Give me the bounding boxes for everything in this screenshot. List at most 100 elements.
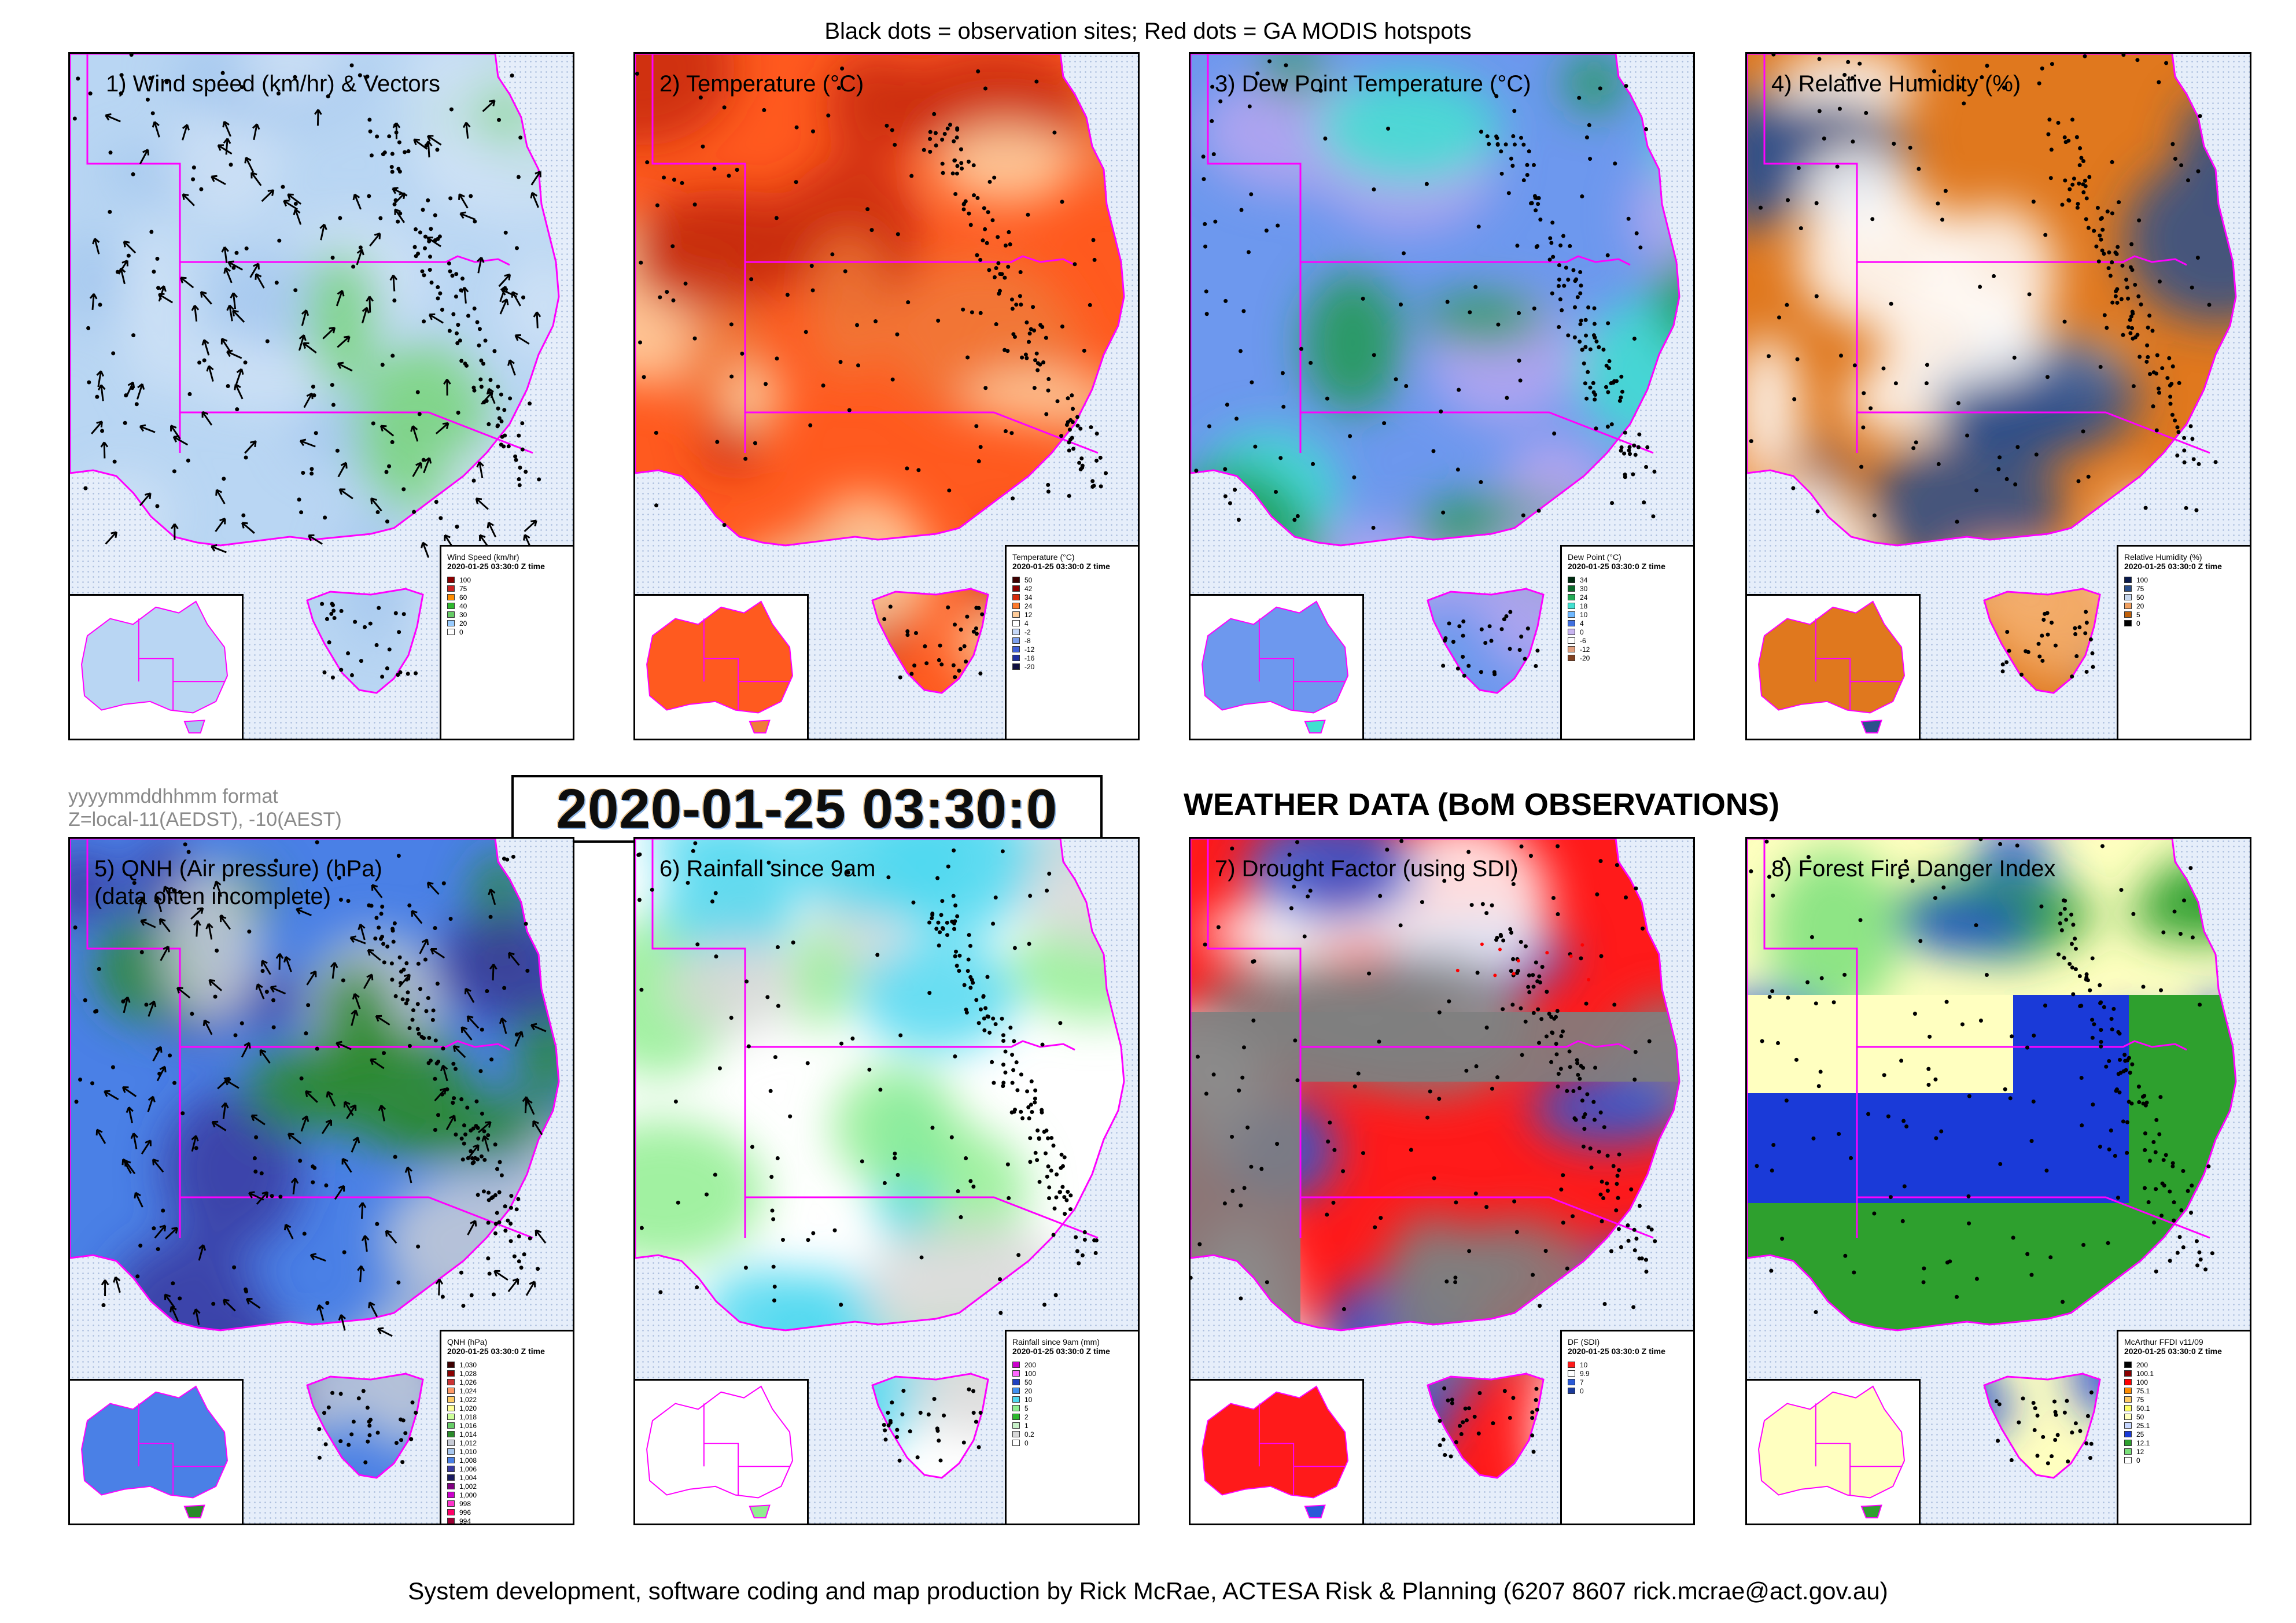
legend-entry: 42 [1012, 584, 1132, 593]
legend-value: 2 [1024, 1412, 1029, 1421]
legend-entry: -16 [1012, 654, 1132, 662]
legend-entry: -20 [1012, 662, 1132, 671]
legend-swatch [2124, 1448, 2132, 1455]
legend-value: 100 [1024, 1369, 1037, 1378]
legend-swatch [2124, 603, 2132, 609]
legend-value: 4 [1580, 619, 1584, 628]
legend-entry: 10 [1568, 610, 1687, 619]
datetime-stamp: 2020-01-25 03:30:0 [511, 775, 1103, 843]
legend-swatch [1012, 629, 1020, 635]
legend-swatch [2124, 1379, 2132, 1385]
legend-value: 18 [1580, 602, 1588, 610]
legend-entry: 0 [2124, 1456, 2244, 1465]
legend-entry: 25 [2124, 1430, 2244, 1438]
legend-entry: 50.1 [2124, 1404, 2244, 1412]
legend-swatch [447, 577, 455, 583]
legend-value: 20 [1024, 1386, 1033, 1395]
legend-swatch [1012, 655, 1020, 661]
legend-entry: -8 [1012, 636, 1132, 645]
legend-entry: 1,006 [447, 1465, 567, 1473]
legend-value: 1 [1024, 1421, 1029, 1430]
australia-inset-map [1191, 594, 1364, 739]
legend-value: -2 [1024, 628, 1031, 636]
legend-swatch [447, 629, 455, 635]
wind-vectors [95, 880, 547, 1337]
map-legend: QNH (hPa) 2020-01-25 03:30:0 Z time 1,030 1… [440, 1330, 573, 1524]
legend-value: -20 [1024, 662, 1035, 671]
legend-entry: 998 [447, 1499, 567, 1508]
drought-factor-map-panel: 7) Drought Factor (using SDI) DF (SDI) 20… [1189, 837, 1695, 1525]
zone-note: Z=local-11(AEDST), -10(AEST) [68, 809, 342, 831]
legend-title: Wind Speed (km/hr) [447, 552, 519, 562]
legend-entry: 0 [2124, 619, 2244, 628]
observation-sites [1749, 54, 2218, 679]
format-note: yyyymmddhhmm format [68, 785, 278, 807]
legend-title: McArthur FFDI v11/09 [2124, 1337, 2203, 1347]
legend-value: 7 [1580, 1378, 1584, 1386]
legend-entry: 1,004 [447, 1473, 567, 1482]
legend-value: 0 [2136, 619, 2140, 628]
legend-value: 1,018 [459, 1412, 477, 1421]
legend-swatch [1568, 594, 1575, 600]
legend-swatch [2124, 611, 2132, 618]
legend-swatch [447, 1431, 455, 1437]
legend-swatch [447, 1379, 455, 1385]
legend-entry: 1,014 [447, 1430, 567, 1438]
legend-value: 200 [2136, 1360, 2148, 1369]
legend-swatch [447, 611, 455, 618]
qnh-map-panel: 5) QNH (Air pressure) (hPa) (data often … [68, 837, 574, 1525]
legend-value: 75 [2136, 584, 2144, 593]
legend-swatch [1012, 620, 1020, 626]
legend-entry: 0 [447, 628, 567, 636]
legend-swatch [2124, 1405, 2132, 1411]
legend-entry: 75.1 [2124, 1386, 2244, 1395]
legend-value: 34 [1580, 576, 1588, 584]
panel-title: 4) Relative Humidity (%) [1771, 71, 2021, 97]
legend-title: DF (SDI) [1568, 1337, 1600, 1347]
legend-swatch [2124, 1362, 2132, 1368]
legend-value: 12 [2136, 1447, 2144, 1456]
legend-value: 60 [459, 593, 467, 602]
legend-swatch [447, 1483, 455, 1489]
legend-entry: 50 [1012, 576, 1132, 584]
legend-time: 2020-01-25 03:30:0 Z time [1568, 562, 1665, 571]
map-legend: Relative Humidity (%) 2020-01-25 03:30:0 … [2117, 545, 2250, 739]
legend-swatch [447, 1457, 455, 1463]
legend-entry: 100.1 [2124, 1369, 2244, 1378]
legend-entry: 7 [1568, 1378, 1687, 1386]
legend-swatch [447, 1474, 455, 1481]
top-caption: Black dots = observation sites; Red dots… [824, 19, 1472, 44]
legend-swatch [1012, 1388, 1020, 1394]
rainfall-map-panel: 6) Rainfall since 9am Rainfall since 9am… [633, 837, 1140, 1525]
legend-entry: 1,016 [447, 1421, 567, 1430]
legend-value: 10 [1024, 1395, 1033, 1404]
legend-value: 100 [2136, 576, 2148, 584]
legend-swatch [1012, 1414, 1020, 1420]
legend-swatch [1568, 611, 1575, 618]
legend-value: 0.2 [1024, 1430, 1034, 1438]
australia-inset-map [70, 1379, 244, 1524]
legend-entry: 994 [447, 1517, 567, 1524]
legend-value: 100.1 [2136, 1369, 2154, 1378]
legend-value: 1,026 [459, 1378, 477, 1386]
legend-value: 1,024 [459, 1386, 477, 1395]
legend-value: 50 [2136, 593, 2144, 602]
legend-value: 75.1 [2136, 1386, 2150, 1395]
legend-entry: 0 [1568, 628, 1687, 636]
legend-entry: 9.9 [1568, 1369, 1687, 1378]
legend-entry: 1,010 [447, 1447, 567, 1456]
legend-swatch [2124, 1422, 2132, 1429]
legend-value: 1,012 [459, 1438, 477, 1447]
legend-swatch [1012, 1422, 1020, 1429]
legend-entry: 50 [2124, 593, 2244, 602]
legend-swatch [447, 1492, 455, 1498]
legend-entry: 1,026 [447, 1378, 567, 1386]
legend-time: 2020-01-25 03:30:0 Z time [1012, 562, 1110, 571]
legend-value: 0 [1580, 1386, 1584, 1395]
map-canvas [70, 839, 560, 1479]
legend-value: 12 [1024, 610, 1033, 619]
legend-swatch [1012, 1379, 1020, 1385]
panel-title: 7) Drought Factor (using SDI) [1215, 856, 1519, 881]
panel-title: 6) Rainfall since 9am [659, 856, 876, 881]
legend-entry: 1,018 [447, 1412, 567, 1421]
